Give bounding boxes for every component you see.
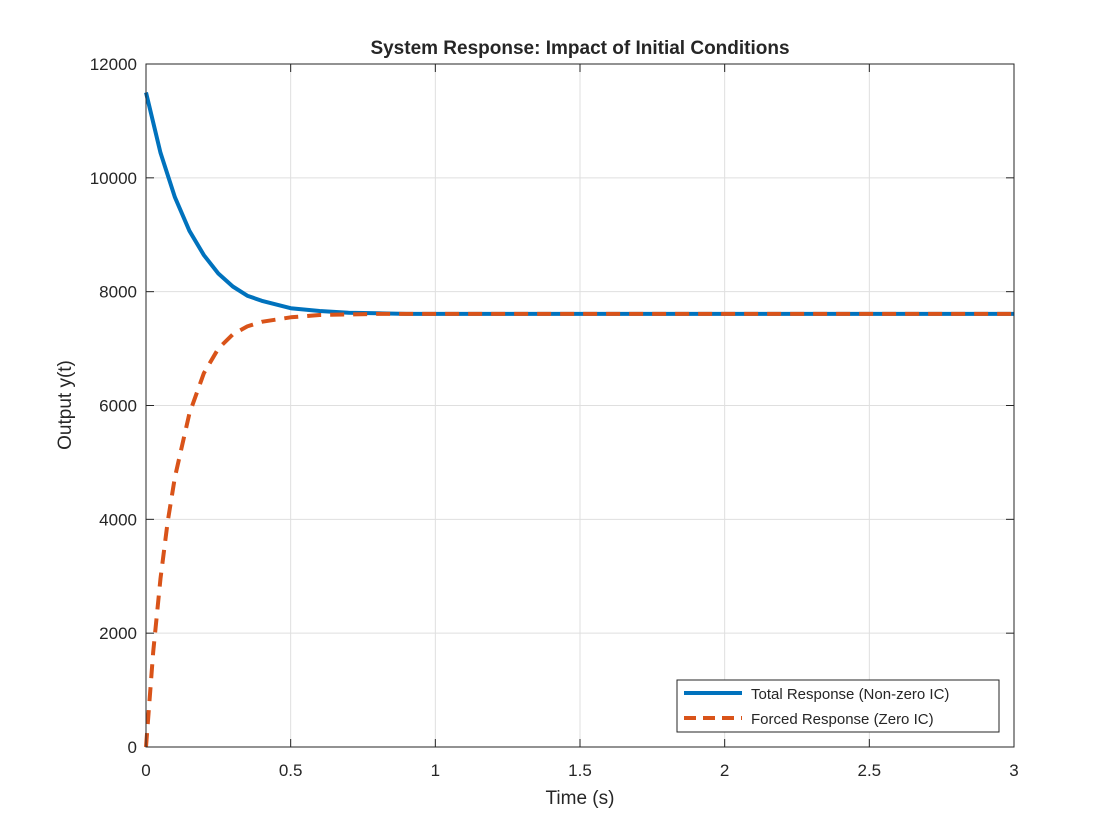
series-line-total-response	[144, 92, 1014, 316]
y-tick-label: 4000	[99, 510, 137, 529]
legend: Total Response (Non-zero IC) Forced Resp…	[676, 679, 1000, 733]
y-tick-label: 0	[128, 738, 137, 757]
y-tick-label: 10000	[90, 169, 137, 188]
legend-label-total-response: Total Response (Non-zero IC)	[751, 686, 949, 703]
x-tick-label: 0	[141, 761, 150, 780]
y-tick-label: 6000	[99, 397, 137, 416]
series-layer	[144, 92, 1014, 748]
x-tick-label: 2	[720, 761, 729, 780]
y-tick-label: 2000	[99, 624, 137, 643]
x-tick-label: 0.5	[279, 761, 303, 780]
y-tick-label: 8000	[99, 283, 137, 302]
ticks: 0 0.5 1 1.5 2 2.5 3 0 2000 4000 6000 8000 10000 12000	[90, 55, 1019, 780]
x-axis-label: Time (s)	[546, 788, 615, 809]
chart-title: System Response: Impact of Initial Condi…	[370, 38, 789, 59]
legend-box	[676, 679, 1000, 733]
series-line-forced-response	[144, 311, 1014, 748]
x-tick-label: 1	[431, 761, 440, 780]
x-tick-label: 1.5	[568, 761, 592, 780]
legend-label-forced-response: Forced Response (Zero IC)	[751, 711, 934, 728]
x-tick-label: 2.5	[858, 761, 882, 780]
x-tick-label: 3	[1009, 761, 1018, 780]
y-tick-label: 12000	[90, 55, 137, 74]
y-axis-label: Output y(t)	[55, 360, 76, 450]
